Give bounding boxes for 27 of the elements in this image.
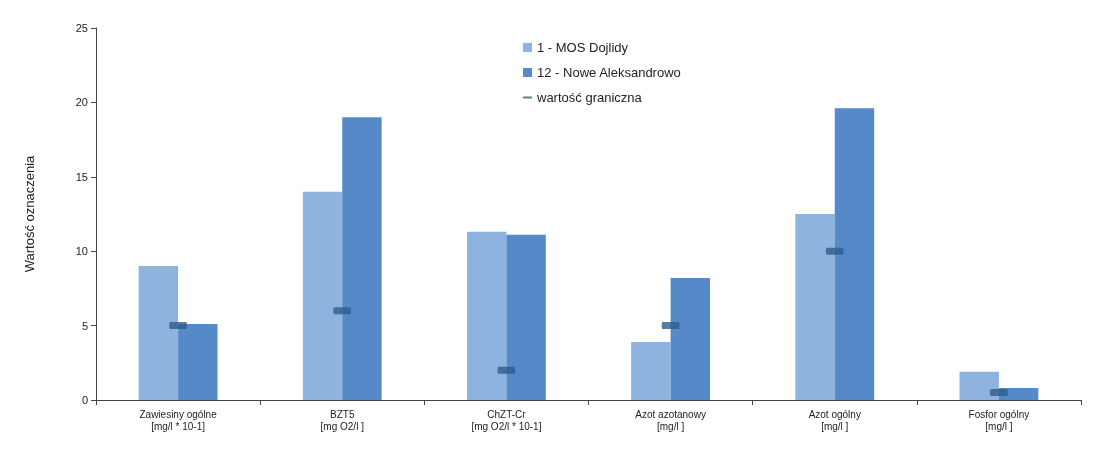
- y-tick-label: 15: [75, 170, 88, 183]
- x-tick-label: Fosfor ogólny [mg/l ]: [968, 408, 1030, 432]
- bar: [138, 266, 179, 400]
- bar: [178, 324, 218, 400]
- y-tick-label: 10: [75, 245, 88, 258]
- y-tick-label: 25: [75, 22, 88, 34]
- x-tick-label: BZT5 [mg O2/l ]: [320, 408, 365, 432]
- legend-label: 12 - Nowe Aleksandrowo: [537, 65, 681, 80]
- bar: [506, 234, 546, 400]
- bar: [959, 371, 999, 400]
- x-tick-label: Zawiesiny ogólne [mg/l * 10-1]: [139, 408, 218, 432]
- bar: [834, 108, 875, 400]
- bar: [302, 191, 343, 400]
- y-tick-label: 0: [81, 394, 88, 406]
- bar: [342, 117, 382, 400]
- bar: [670, 277, 710, 400]
- bar: [467, 231, 507, 400]
- y-tick-label: 20: [75, 96, 88, 109]
- bar: [631, 341, 671, 400]
- y-axis-title: Wartość oznaczenia: [22, 154, 37, 273]
- x-tick-label: Azot ogólny [mg/l ]: [808, 408, 861, 432]
- x-tick-label: ChZT-Cr [mg O2/l * 10-1]: [471, 408, 542, 432]
- legend-label: 1 - MOS Dojlidy: [537, 40, 629, 55]
- bar: [795, 214, 835, 400]
- x-tick-label: Azot azotanowy [mg/l ]: [635, 408, 706, 432]
- y-tick-label: 5: [81, 319, 88, 332]
- legend-label: wartość graniczna: [536, 90, 643, 105]
